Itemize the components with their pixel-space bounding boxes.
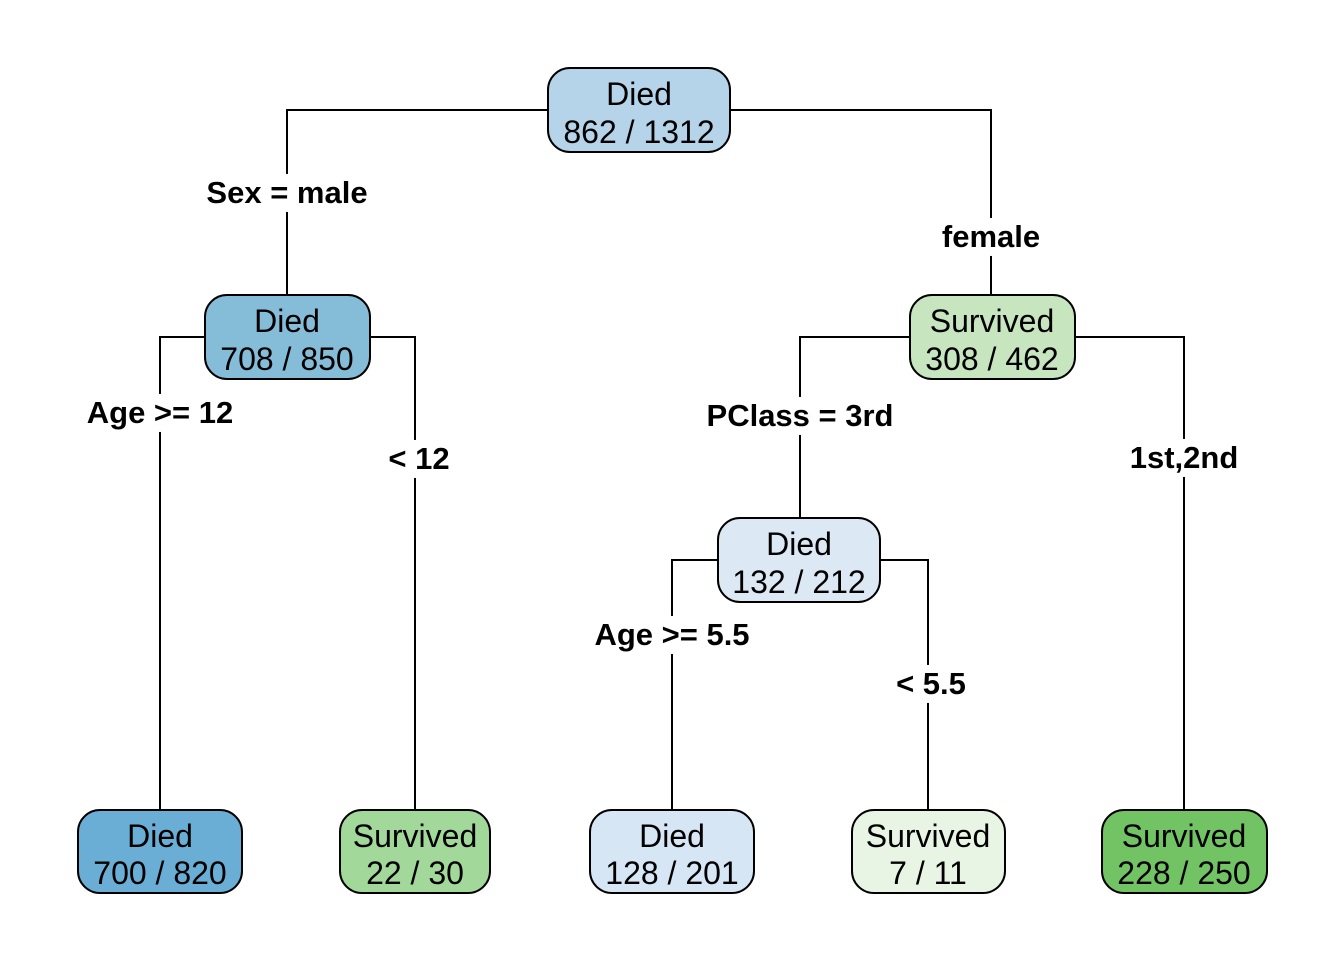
node-count: 708 / 850 (220, 341, 353, 377)
tree-node-root: Died 862 / 1312 (547, 67, 731, 153)
node-count: 308 / 462 (925, 341, 1058, 377)
edge-root-to-male (286, 109, 548, 295)
edge-label-age-lt-12: < 12 (382, 439, 456, 479)
node-count: 132 / 212 (732, 564, 865, 600)
node-class-label: Died (127, 818, 193, 854)
node-box (547, 67, 731, 153)
node-box (339, 809, 491, 894)
node-box (851, 809, 1006, 894)
node-count: 128 / 201 (605, 855, 738, 891)
node-class-label: Survived (866, 818, 991, 854)
edge-label-age-lt-5-5: < 5.5 (890, 664, 972, 704)
edge-label-age-ge-12: Age >= 12 (80, 393, 240, 433)
tree-node-sex-female: Survived 308 / 462 (909, 294, 1076, 380)
node-count: 700 / 820 (93, 855, 226, 891)
tree-leaf-male-age-ge-12: Died 700 / 820 (77, 809, 243, 894)
node-box (77, 809, 243, 894)
edge-label-1st-2nd: 1st,2nd (1123, 438, 1245, 478)
node-box (1101, 809, 1268, 894)
edge-female-to-pclass-3rd (799, 336, 910, 518)
tree-leaf-male-age-lt-12: Survived 22 / 30 (339, 809, 491, 894)
node-class-label: Died (639, 818, 705, 854)
edge-male-to-age-ge-12 (159, 336, 205, 810)
node-class-label: Died (606, 76, 672, 112)
tree-leaf-3rd-age-ge-5-5: Died 128 / 201 (589, 809, 755, 894)
node-class-label: Survived (353, 818, 478, 854)
edge-label-pclass-3rd: PClass = 3rd (700, 396, 900, 436)
tree-leaf-3rd-age-lt-5-5: Survived 7 / 11 (851, 809, 1006, 894)
node-class-label: Survived (930, 303, 1055, 339)
edge-3rd-to-age-lt-5-5 (880, 559, 929, 810)
tree-edges (159, 109, 1185, 810)
node-box (204, 294, 371, 380)
tree-node-female-pclass-3rd: Died 132 / 212 (717, 517, 881, 603)
edge-label-female: female (935, 217, 1047, 257)
edge-male-to-age-lt-12 (370, 336, 416, 810)
edge-label-age-ge-5-5: Age >= 5.5 (588, 615, 756, 655)
node-count: 7 / 11 (889, 855, 967, 891)
node-class-label: Died (254, 303, 320, 339)
node-count: 862 / 1312 (563, 114, 714, 150)
node-class-label: Survived (1122, 818, 1247, 854)
node-box (717, 517, 881, 603)
node-count: 228 / 250 (1117, 855, 1250, 891)
tree-leaf-female-1st-2nd: Survived 228 / 250 (1101, 809, 1268, 894)
edge-3rd-to-age-ge-5-5 (671, 559, 718, 810)
edge-root-to-female (730, 109, 992, 295)
edge-female-to-1st-2nd (1075, 336, 1185, 810)
edge-label-sex-male: Sex = male (200, 173, 374, 213)
node-box (589, 809, 755, 894)
node-box (909, 294, 1076, 380)
node-count: 22 / 30 (366, 855, 464, 891)
tree-nodes: Died 862 / 1312 Died 708 / 850 Survived … (77, 67, 1268, 894)
tree-node-sex-male: Died 708 / 850 (204, 294, 371, 380)
node-class-label: Died (766, 526, 832, 562)
